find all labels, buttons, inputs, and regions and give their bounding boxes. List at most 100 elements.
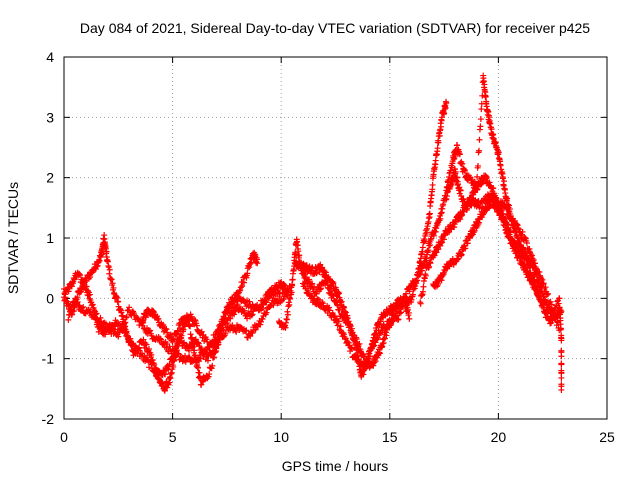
data-point — [83, 283, 90, 290]
data-point — [539, 276, 546, 283]
data-point — [202, 351, 209, 358]
data-point — [554, 314, 561, 321]
data-point — [371, 342, 378, 349]
data-point — [443, 100, 450, 107]
x-tick-label: 15 — [382, 429, 398, 445]
data-point — [454, 174, 461, 181]
data-point — [519, 228, 526, 235]
data-point — [163, 344, 170, 351]
data-point — [435, 246, 442, 253]
x-tick-label: 25 — [599, 429, 615, 445]
data-point — [372, 339, 379, 346]
data-point — [444, 184, 451, 191]
data-point — [87, 274, 94, 281]
data-point — [356, 340, 363, 347]
data-point — [450, 156, 457, 163]
data-point — [457, 216, 464, 223]
data-point — [429, 181, 436, 188]
data-point — [395, 316, 402, 323]
data-point — [304, 287, 311, 294]
data-point — [414, 277, 421, 284]
data-point — [106, 266, 113, 273]
data-point — [488, 195, 495, 202]
data-point — [432, 157, 439, 164]
data-point — [127, 335, 134, 342]
data-point — [140, 336, 147, 343]
data-point — [157, 335, 164, 342]
data-point — [316, 297, 323, 304]
data-point — [528, 252, 535, 259]
data-point — [162, 371, 169, 378]
data-point — [177, 325, 184, 332]
data-point — [425, 247, 432, 254]
series-track-i — [443, 72, 565, 323]
data-point — [497, 209, 504, 216]
data-point — [74, 299, 81, 306]
data-point — [436, 132, 443, 139]
data-point — [388, 321, 395, 328]
data-point — [478, 106, 485, 113]
data-point — [529, 255, 536, 262]
data-point — [416, 271, 423, 278]
data-point — [86, 291, 93, 298]
data-point — [370, 362, 377, 369]
data-point — [366, 353, 373, 360]
data-point — [134, 315, 141, 322]
data-point — [250, 307, 257, 314]
data-point — [198, 328, 205, 335]
data-point — [481, 81, 488, 88]
data-point — [401, 301, 408, 308]
data-point — [261, 299, 268, 306]
data-point — [338, 298, 345, 305]
data-point — [454, 142, 461, 149]
data-point — [403, 294, 410, 301]
data-point — [558, 360, 565, 367]
data-point — [336, 326, 343, 333]
data-point — [123, 314, 130, 321]
data-point — [115, 298, 122, 305]
data-point — [352, 353, 359, 360]
data-point — [341, 308, 348, 315]
data-point — [191, 317, 198, 324]
data-point — [497, 198, 504, 205]
data-point — [278, 283, 285, 290]
y-axis-label: SDTVAR / TECUs — [5, 182, 21, 294]
data-point — [281, 282, 288, 289]
data-point — [337, 323, 344, 330]
y-tick-label: 2 — [46, 170, 54, 186]
data-point — [348, 325, 355, 332]
data-point — [186, 347, 193, 354]
data-point — [480, 211, 487, 218]
data-point — [468, 197, 475, 204]
data-point — [93, 310, 100, 317]
data-point — [195, 340, 202, 347]
data-point — [220, 327, 227, 334]
data-point — [520, 244, 527, 251]
data-point — [69, 311, 76, 318]
data-point — [309, 280, 316, 287]
data-point — [170, 336, 177, 343]
data-point — [482, 93, 489, 100]
data-point — [504, 195, 511, 202]
data-point — [490, 185, 497, 192]
data-point — [381, 335, 388, 342]
data-point — [259, 316, 266, 323]
data-point — [500, 178, 507, 185]
data-point — [334, 322, 341, 329]
data-point — [254, 260, 261, 267]
data-point — [524, 250, 531, 257]
data-point — [155, 315, 162, 322]
data-point — [305, 290, 312, 297]
data-point — [522, 264, 529, 271]
data-point — [306, 276, 313, 283]
data-point — [475, 162, 482, 169]
chart-title: Day 084 of 2021, Sidereal Day-to-day VTE… — [80, 20, 590, 36]
data-point — [526, 271, 533, 278]
data-point — [77, 272, 84, 279]
data-point — [263, 309, 270, 316]
data-point — [404, 306, 411, 313]
data-point — [103, 248, 110, 255]
data-point — [344, 339, 351, 346]
data-point — [257, 321, 264, 328]
